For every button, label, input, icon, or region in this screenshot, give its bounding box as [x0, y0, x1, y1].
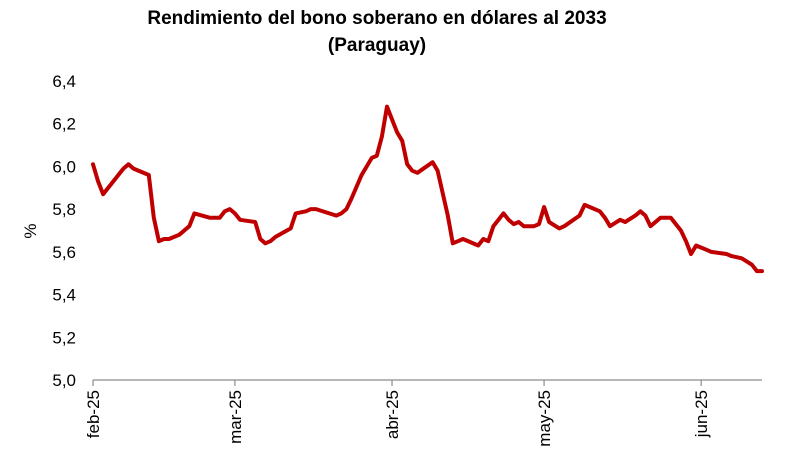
x-tick-label: jun-25	[692, 390, 711, 438]
y-tick-label: 6,0	[52, 157, 76, 176]
x-tick-label: mar-25	[226, 390, 245, 444]
y-axis: 5,0 5,2 5,4 5,6 5,8 6,0 6,2 6,4	[52, 72, 76, 390]
y-tick-label: 5,2	[52, 328, 76, 347]
y-tick-label: 5,6	[52, 243, 76, 262]
chart-subtitle: (Paraguay)	[328, 35, 426, 56]
y-tick-label: 5,4	[52, 286, 76, 305]
x-axis: feb-25 mar-25 abr-25 may-25 jun-25	[84, 379, 762, 447]
x-tick-label: may-25	[535, 390, 554, 447]
series-layer	[91, 104, 764, 274]
chart-title: Rendimiento del bono soberano en dólares…	[147, 8, 606, 29]
y-tick-label: 5,8	[52, 200, 76, 219]
x-tick-label: feb-25	[84, 390, 103, 438]
y-axis-label: %	[21, 223, 40, 238]
x-tick-label: abr-25	[383, 390, 402, 439]
y-tick-label: 5,0	[52, 371, 76, 390]
y-tick-label: 6,4	[52, 72, 76, 91]
series-line	[91, 104, 764, 274]
y-tick-label: 6,2	[52, 115, 76, 134]
